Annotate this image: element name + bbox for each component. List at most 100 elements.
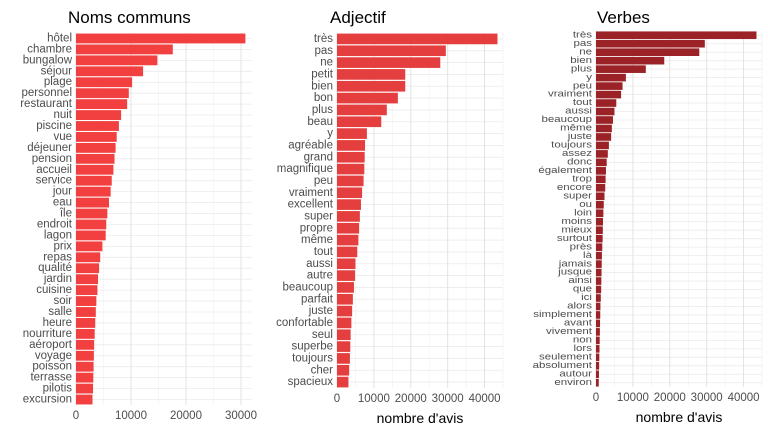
category-label: repas: [43, 251, 72, 263]
bar: [76, 66, 144, 77]
bar: [76, 164, 114, 175]
x-tick-label: 20000: [654, 392, 686, 404]
bar: [337, 116, 382, 128]
x-tick-label: 40000: [728, 392, 760, 404]
bar: [596, 133, 612, 141]
x-tick-label: 0: [73, 410, 79, 422]
category-label: même: [560, 124, 592, 134]
bar: [76, 88, 129, 99]
category-label: tout: [573, 98, 592, 108]
category-label: peu: [314, 175, 333, 187]
x-tick-label: 30000: [691, 392, 723, 404]
bar: [596, 124, 612, 133]
category-label: donc: [567, 158, 592, 168]
bar: [76, 219, 107, 230]
bar: [337, 317, 352, 329]
category-label: que: [573, 285, 592, 295]
category-label: vraiment: [548, 90, 592, 100]
bar: [76, 350, 94, 361]
category-label: superbe: [291, 341, 333, 353]
category-label: terrasse: [30, 372, 72, 384]
bar: [337, 293, 353, 305]
x-axis-label: nombre d'avis: [377, 410, 464, 426]
bar: [337, 140, 366, 151]
category-label: heure: [43, 317, 72, 329]
category-label: chambre: [27, 43, 72, 55]
category-label: aussi: [565, 107, 592, 117]
bar: [337, 92, 398, 104]
category-label: super: [304, 210, 333, 222]
category-label: jour: [52, 186, 72, 198]
bar: [337, 364, 350, 376]
category-label: spacieux: [288, 376, 334, 388]
chart-title: Verbes: [597, 8, 650, 27]
x-tick-label: 20000: [170, 410, 202, 422]
bar: [76, 153, 115, 164]
bar: [76, 361, 94, 372]
bar: [337, 353, 350, 364]
category-label: pas: [314, 45, 333, 57]
bar: [596, 183, 606, 192]
category-label: petit: [311, 68, 334, 80]
bar: [76, 328, 95, 339]
bar: [337, 104, 387, 116]
category-label: agréable: [288, 139, 333, 151]
bar: [76, 230, 106, 241]
bar: [596, 31, 757, 40]
category-label: magnifique: [277, 163, 333, 175]
bar: [337, 234, 359, 246]
category-label: jusque: [557, 268, 592, 278]
bar: [76, 307, 96, 317]
category-label: seul: [312, 329, 333, 341]
bar: [596, 277, 602, 285]
category-label: également: [538, 166, 592, 176]
bar: [596, 370, 599, 379]
category-label: service: [36, 175, 72, 187]
bar: [76, 274, 98, 285]
bar: [596, 39, 705, 48]
bar: [76, 175, 112, 186]
x-axis-label: nombre d'avis: [636, 409, 723, 425]
category-label: soir: [53, 295, 72, 307]
bar: [596, 175, 606, 184]
bar: [76, 383, 94, 394]
category-label: lagon: [44, 229, 72, 241]
x-tick-label: 0: [593, 392, 599, 404]
category-label: autre: [307, 270, 333, 282]
bar: [76, 186, 111, 197]
category-label: île: [59, 208, 72, 220]
bar: [76, 208, 108, 219]
category-label: piscine: [36, 120, 72, 132]
bar: [596, 107, 615, 116]
category-label: nuit: [53, 109, 72, 121]
category-label: restaurant: [20, 98, 73, 110]
bar: [337, 69, 406, 80]
category-label: plus: [571, 64, 592, 74]
bar: [596, 200, 604, 209]
category-label: grand: [304, 151, 333, 163]
bar: [337, 33, 498, 45]
bar: [76, 296, 97, 306]
category-label: jamais: [558, 259, 592, 269]
category-label: séjour: [41, 65, 72, 77]
bar: [76, 99, 128, 110]
category-label: excursion: [23, 394, 72, 406]
x-tick-label: 10000: [617, 392, 649, 404]
category-label: cuisine: [36, 284, 72, 296]
category-label: pas: [573, 39, 592, 49]
bar: [596, 311, 601, 319]
bar: [76, 241, 103, 252]
category-label: très: [573, 30, 592, 40]
category-label: ou: [579, 200, 592, 210]
bar: [596, 48, 700, 57]
category-label: moins: [561, 217, 592, 227]
bar: [596, 90, 622, 99]
bar: [596, 353, 600, 362]
category-label: prix: [53, 240, 72, 252]
category-label: avant: [564, 319, 592, 329]
chart-panel-3: trèspasnebienplusypeuvraimenttoutaussibe…: [533, 8, 763, 425]
category-label: alors: [567, 302, 592, 312]
chart-title: Noms communs: [68, 8, 191, 27]
bar: [596, 260, 602, 268]
bar: [596, 73, 626, 82]
